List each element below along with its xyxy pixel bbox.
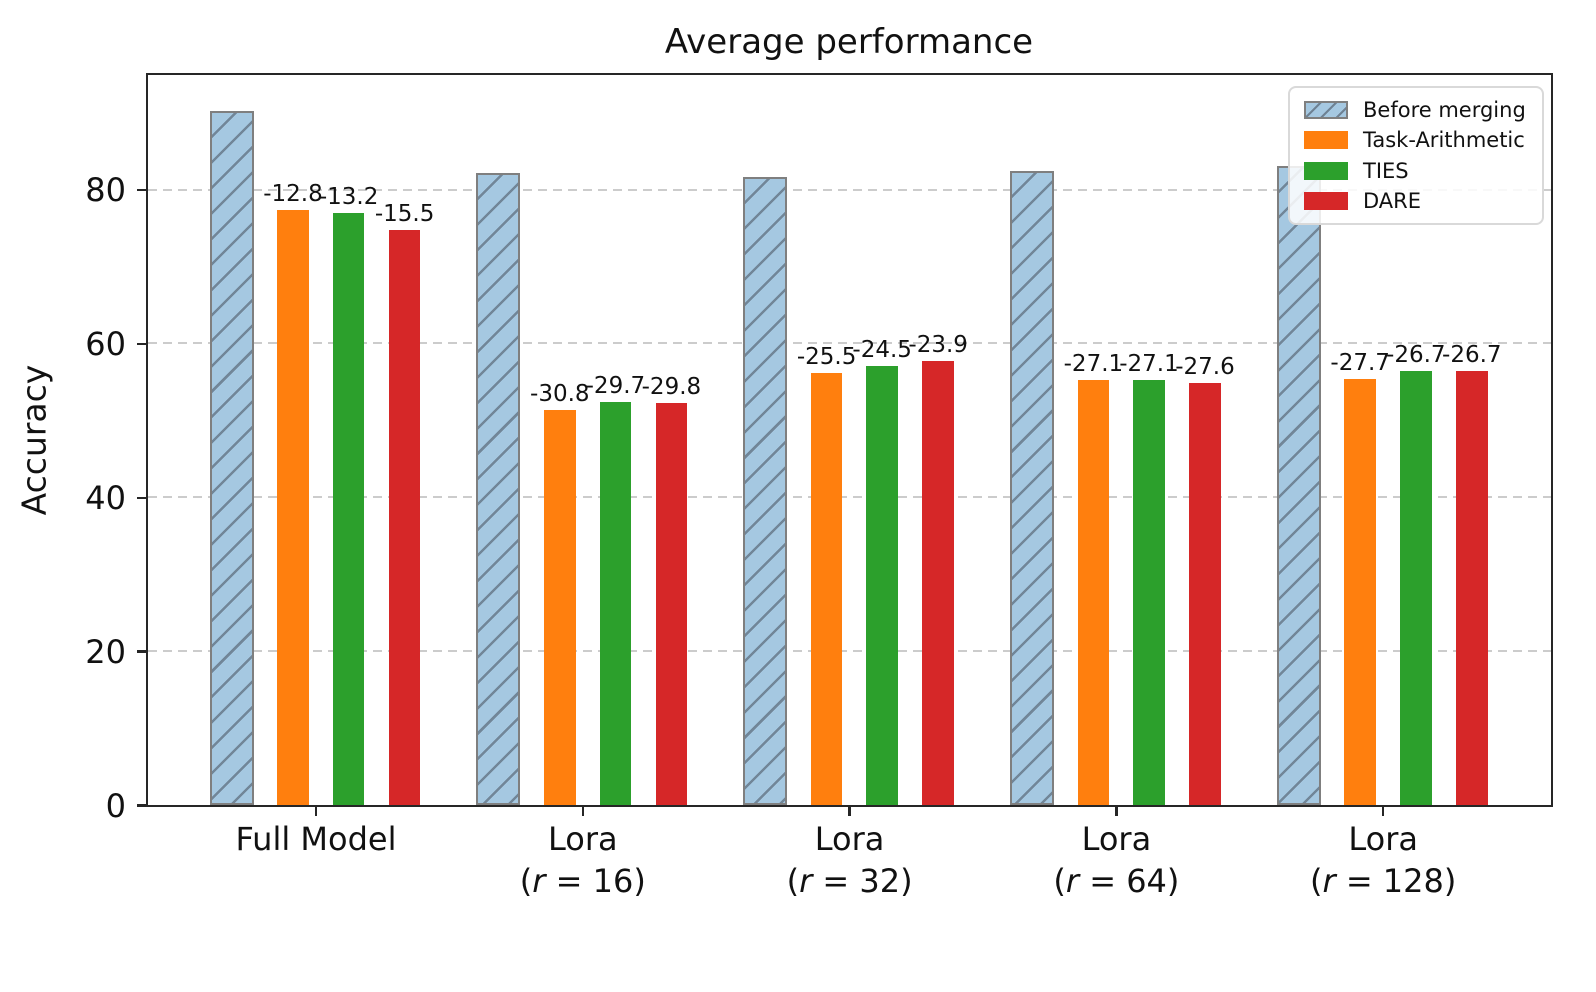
bar-value-label: -27.1 xyxy=(1063,350,1124,377)
bar-value-label: -27.6 xyxy=(1175,354,1235,381)
y-tick-label: 60 xyxy=(85,324,126,363)
bar-ties xyxy=(866,365,898,805)
bar-dare xyxy=(655,402,688,805)
bar-task-arithmetic xyxy=(544,410,576,805)
legend-label: DARE xyxy=(1363,188,1422,213)
x-tick-label: Full Model xyxy=(236,818,397,860)
legend-label: Task-Arithmetic xyxy=(1363,128,1525,153)
gridline-y20 xyxy=(148,650,1551,653)
x-tick-label: Lora (r = 64) xyxy=(1053,818,1179,902)
x-tick-mark xyxy=(848,806,851,816)
bar-value-label: -25.5 xyxy=(796,344,857,371)
legend-item-ties: TIES xyxy=(1304,158,1528,184)
bar-ties xyxy=(1133,379,1165,805)
x-tick-mark xyxy=(314,806,318,816)
legend: Before merging Task-Arithmetic TIES DARE xyxy=(1288,86,1544,225)
bar-dare xyxy=(922,361,954,805)
bar-value-label: -30.8 xyxy=(530,381,590,408)
legend-label: TIES xyxy=(1363,158,1409,183)
y-tick-label: 20 xyxy=(85,632,126,671)
x-tick-label-line2: (r = 16) xyxy=(519,862,646,900)
gridline-y40 xyxy=(148,496,1551,499)
bar-value-label: -23.9 xyxy=(908,332,968,359)
x-tick-label-line1: Lora xyxy=(547,820,618,858)
x-tick-label-line2: (r = 64) xyxy=(1053,862,1180,900)
bar-ties xyxy=(599,401,632,805)
y-tick-label: 0 xyxy=(105,786,126,825)
y-tick-mark xyxy=(137,496,147,500)
bar-value-label: -26.7 xyxy=(1386,342,1446,369)
bar-task-arithmetic xyxy=(1077,379,1110,805)
bar-before-merging xyxy=(1276,165,1321,805)
gridline-y60 xyxy=(148,342,1551,345)
x-tick-label-line2: (r = 128) xyxy=(1310,862,1457,900)
bar-task-arithmetic xyxy=(277,209,309,805)
ties-swatch-icon xyxy=(1304,161,1348,180)
bar-before-merging xyxy=(743,177,788,805)
bar-task-arithmetic xyxy=(810,373,843,805)
math-var-r: r xyxy=(1322,862,1336,900)
bar-before-merging xyxy=(1009,171,1054,805)
chart-title: Average performance xyxy=(664,22,1034,62)
bar-value-label: -12.8 xyxy=(263,180,323,207)
y-tick-mark xyxy=(137,188,147,192)
legend-item-before-merging: Before merging xyxy=(1304,97,1528,123)
bar-task-arithmetic xyxy=(1344,378,1376,805)
y-tick-mark xyxy=(137,342,147,346)
x-tick-label-line1: Lora xyxy=(1081,820,1152,858)
bar-value-label: -27.1 xyxy=(1119,350,1179,377)
bar-value-label: -27.7 xyxy=(1330,349,1390,376)
bar-value-label: -24.5 xyxy=(852,336,912,363)
task-arithmetic-swatch-icon xyxy=(1304,131,1348,150)
x-tick-label: Lora (r = 32) xyxy=(787,818,913,902)
y-tick-mark xyxy=(137,804,147,807)
bar-value-label: -29.7 xyxy=(585,372,646,399)
x-tick-mark xyxy=(1381,806,1385,816)
bar-ties xyxy=(1400,371,1432,805)
y-tick-mark xyxy=(137,650,147,653)
bar-value-label: -29.8 xyxy=(641,373,702,400)
math-var-r: r xyxy=(1065,862,1080,900)
legend-label: Before merging xyxy=(1363,98,1526,122)
math-var-r: r xyxy=(532,862,546,900)
math-var-r: r xyxy=(799,862,813,900)
bar-ties xyxy=(332,212,365,805)
legend-item-dare: DARE xyxy=(1304,188,1528,214)
bar-before-merging xyxy=(209,111,254,805)
legend-item-task-arithmetic: Task-Arithmetic xyxy=(1304,127,1528,153)
y-tick-label: 40 xyxy=(85,478,126,517)
y-tick-label: 80 xyxy=(85,171,126,210)
bar-dare xyxy=(388,230,421,805)
x-tick-label: Lora (r = 128) xyxy=(1310,818,1456,902)
bar-value-label: -13.2 xyxy=(318,183,379,210)
x-tick-label-line1: Lora xyxy=(1348,820,1418,858)
x-tick-label-line2: (r = 32) xyxy=(786,862,913,900)
before-merging-swatch-icon xyxy=(1304,101,1348,119)
dare-swatch-icon xyxy=(1304,191,1348,210)
x-tick-label-line1: Full Model xyxy=(235,820,397,858)
x-tick-mark xyxy=(581,806,585,816)
bar-before-merging xyxy=(476,173,521,805)
bar-dare xyxy=(1189,383,1221,805)
bar-dare xyxy=(1456,371,1488,805)
x-tick-label-line1: Lora xyxy=(814,820,885,858)
x-tick-label: Lora (r = 16) xyxy=(520,818,646,902)
bar-value-label: -15.5 xyxy=(374,201,435,228)
bar-value-label: -26.7 xyxy=(1442,342,1502,369)
x-tick-mark xyxy=(1115,806,1118,816)
gridline-y80 xyxy=(148,188,1551,191)
